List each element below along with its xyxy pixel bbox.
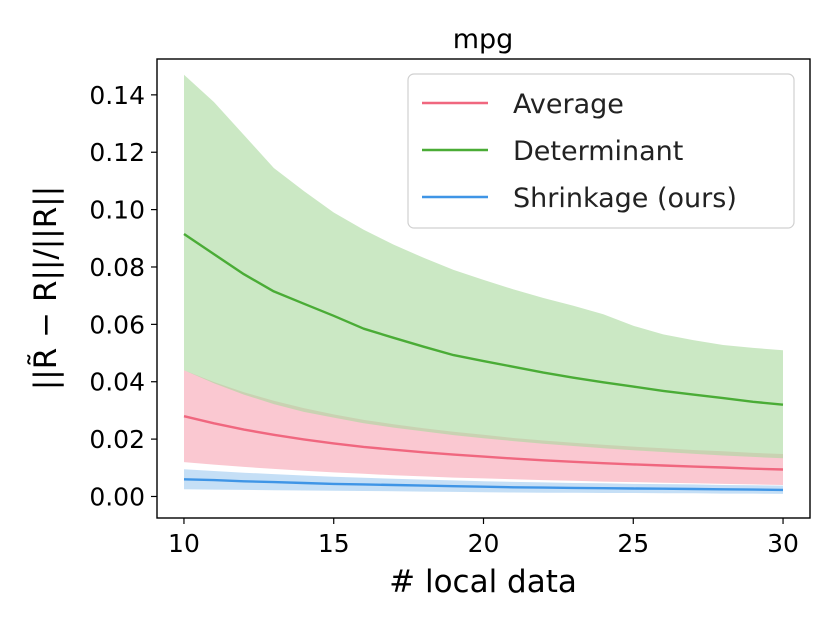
determinant-band [184, 74, 783, 459]
determinant-line [183, 233, 784, 406]
y-tick-label: 0.10 [89, 196, 145, 225]
x-tick-label: 10 [168, 529, 200, 558]
y-axis: 0.00 0.02 0.04 0.06 0.08 0.10 0.12 0.14 [89, 81, 157, 511]
y-axis-title: ||R̃ − R||/||R|| [28, 186, 64, 390]
x-tick-label: 20 [468, 529, 500, 558]
series-lines [183, 233, 784, 492]
legend-label-shrinkage-ours: Shrinkage (ours) [513, 183, 737, 214]
y-tick-label: 0.00 [89, 482, 145, 511]
legend-box [407, 73, 795, 229]
legend-label-determinant: Determinant [513, 136, 683, 167]
legend: Average Determinant Shrinkage (ours) [407, 73, 795, 229]
x-axis: 10 15 20 25 30 [168, 518, 799, 558]
x-axis-title: # local data [389, 564, 577, 600]
x-tick-label: 30 [767, 529, 799, 558]
y-tick-label: 0.06 [89, 310, 145, 339]
legend-label-average: Average [513, 89, 624, 120]
x-tick-label: 25 [617, 529, 649, 558]
x-tick-label: 15 [318, 529, 350, 558]
average-line [183, 415, 784, 471]
y-tick-label: 0.14 [89, 81, 145, 110]
y-tick-label: 0.04 [89, 368, 145, 397]
y-tick-label: 0.02 [89, 425, 145, 454]
chart-title: mpg [453, 24, 514, 55]
shrinkage-ours-line [183, 478, 784, 492]
y-tick-label: 0.08 [89, 253, 145, 282]
average-band [184, 370, 783, 485]
y-tick-label: 0.12 [89, 138, 145, 167]
